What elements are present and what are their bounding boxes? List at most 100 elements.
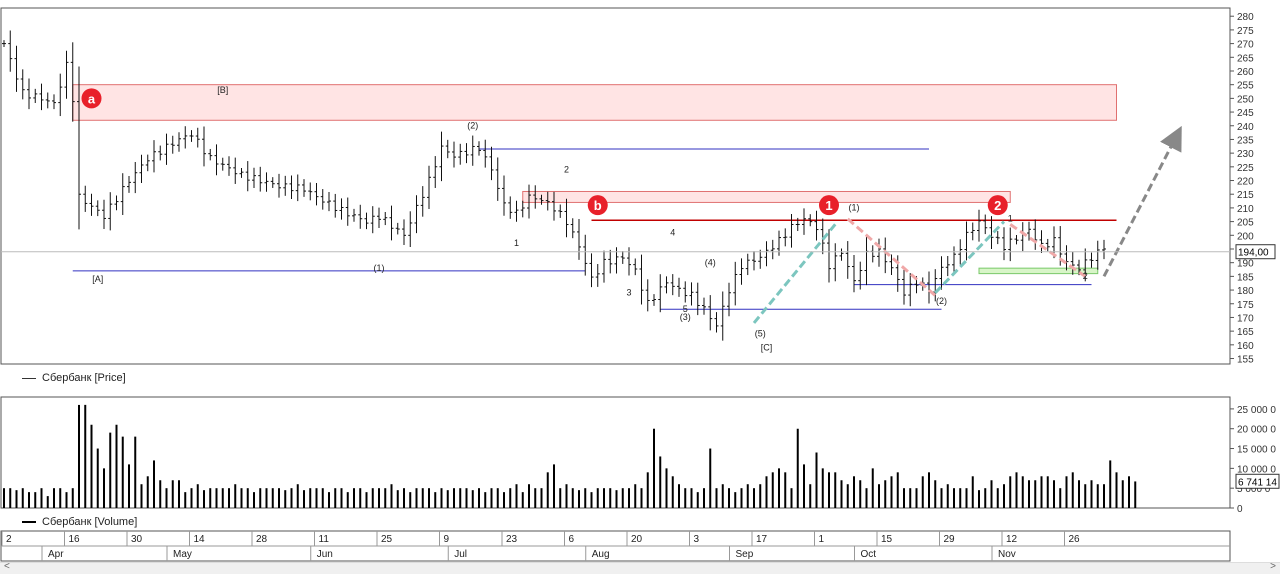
price-bar (608, 249, 613, 274)
price-bar (414, 195, 419, 234)
teal-trend-arrow (934, 220, 1006, 294)
price-bar (139, 154, 144, 183)
wave-label: 5 (683, 304, 688, 314)
price-bar (445, 139, 450, 159)
price-bar (58, 73, 63, 117)
price-bar (408, 211, 413, 248)
date-day-label: 16 (69, 534, 81, 545)
price-bar (252, 167, 256, 189)
wave-label: (5) (755, 329, 766, 339)
date-day-label: 23 (506, 534, 518, 545)
price-tick-label: 220 (1237, 177, 1254, 188)
price-bar (152, 140, 156, 173)
price-tick-label: 280 (1237, 12, 1254, 23)
price-bar (402, 219, 406, 246)
price-tick-label: 200 (1237, 231, 1254, 242)
price-bar (64, 50, 69, 99)
date-month-label: Jun (317, 549, 333, 560)
price-bar (195, 127, 200, 148)
price-legend: Сбербанк [Price] (0, 367, 1280, 389)
wave-label: 4 (670, 227, 675, 237)
price-bar (145, 154, 150, 172)
price-tick-label: 185 (1237, 272, 1254, 283)
price-bar (189, 130, 194, 142)
price-bar (708, 295, 713, 331)
price-bar (495, 157, 500, 201)
price-bar (477, 141, 481, 156)
volume-tick-label: 5 000 0 (1237, 484, 1271, 495)
price-tick-label: 205 (1237, 218, 1254, 229)
price-bar (564, 198, 569, 238)
volume-plot-frame (0, 396, 1231, 509)
price-bar (1095, 240, 1100, 270)
price-legend-swatch (22, 377, 36, 379)
price-legend-label: Сбербанк [Price] (42, 372, 126, 385)
price-bar (820, 218, 825, 255)
price-tick-label: 265 (1237, 53, 1254, 64)
wave-label: [C] (761, 342, 773, 352)
current-price-box (1235, 244, 1276, 260)
price-bar (514, 200, 519, 222)
price-bar (45, 92, 50, 109)
price-bar (764, 241, 769, 267)
price-bar (952, 246, 956, 273)
price-bar (552, 191, 556, 221)
horizontal-scrollbar[interactable]: < > (0, 561, 1280, 574)
date-day-label: 20 (631, 534, 643, 545)
wave-label: [B] (217, 85, 228, 95)
price-bar (20, 69, 25, 100)
price-plot-frame (0, 7, 1231, 365)
price-bar (577, 219, 581, 260)
price-levels (72, 148, 1117, 310)
price-bar (158, 145, 163, 161)
wave-label: (3) (680, 312, 691, 322)
date-month-label: Aug (592, 549, 610, 560)
price-bar (1039, 230, 1044, 254)
price-bar (845, 241, 850, 279)
volume-panel: 25 000 0 20 000 0 15 000 0 10 000 0 5 000 0 0… (0, 396, 1280, 515)
price-bar (14, 45, 19, 92)
date-day-label: 2 (6, 534, 12, 545)
price-bar (702, 297, 706, 315)
scroll-right-icon[interactable]: > (1270, 561, 1276, 572)
price-bar (27, 78, 31, 110)
price-bar (620, 251, 625, 264)
date-day-label: 26 (1069, 534, 1081, 545)
price-bar (789, 214, 794, 248)
wave-label: 1 (514, 238, 519, 248)
price-bar (533, 185, 538, 209)
date-day-label: 30 (131, 534, 143, 545)
price-bar (670, 274, 675, 296)
price-bar (583, 234, 588, 276)
price-bar (633, 258, 638, 276)
price-bar (1002, 227, 1006, 261)
price-bar (120, 173, 125, 215)
price-bar (1027, 221, 1031, 241)
date-month-label: Jul (454, 549, 467, 560)
price-bar (77, 66, 81, 230)
price-tick-label: 225 (1237, 163, 1254, 174)
price-bar (214, 144, 219, 176)
price-bar (783, 228, 788, 247)
price-bar (689, 282, 694, 306)
price-tick-label: 260 (1237, 67, 1254, 78)
price-bar (808, 214, 813, 227)
price-bar (677, 277, 681, 297)
price-bar (427, 165, 431, 209)
price-bar (995, 231, 1000, 245)
scroll-left-icon[interactable]: < (4, 561, 10, 572)
price-bar (658, 274, 663, 313)
wave-marker-label: 2 (994, 198, 1001, 213)
price-bar (395, 222, 400, 235)
date-day-label: 9 (444, 534, 450, 545)
price-tick-label: 170 (1237, 313, 1254, 324)
price-bar (333, 193, 338, 218)
date-day-label: 14 (194, 534, 206, 545)
price-bar (802, 208, 806, 235)
price-bar (595, 264, 600, 287)
price-bar (1089, 252, 1094, 268)
volume-tick-label: 15 000 0 (1237, 445, 1276, 456)
price-bar (302, 179, 306, 197)
price-bar (320, 189, 325, 210)
price-tick-label: 155 (1237, 355, 1254, 366)
